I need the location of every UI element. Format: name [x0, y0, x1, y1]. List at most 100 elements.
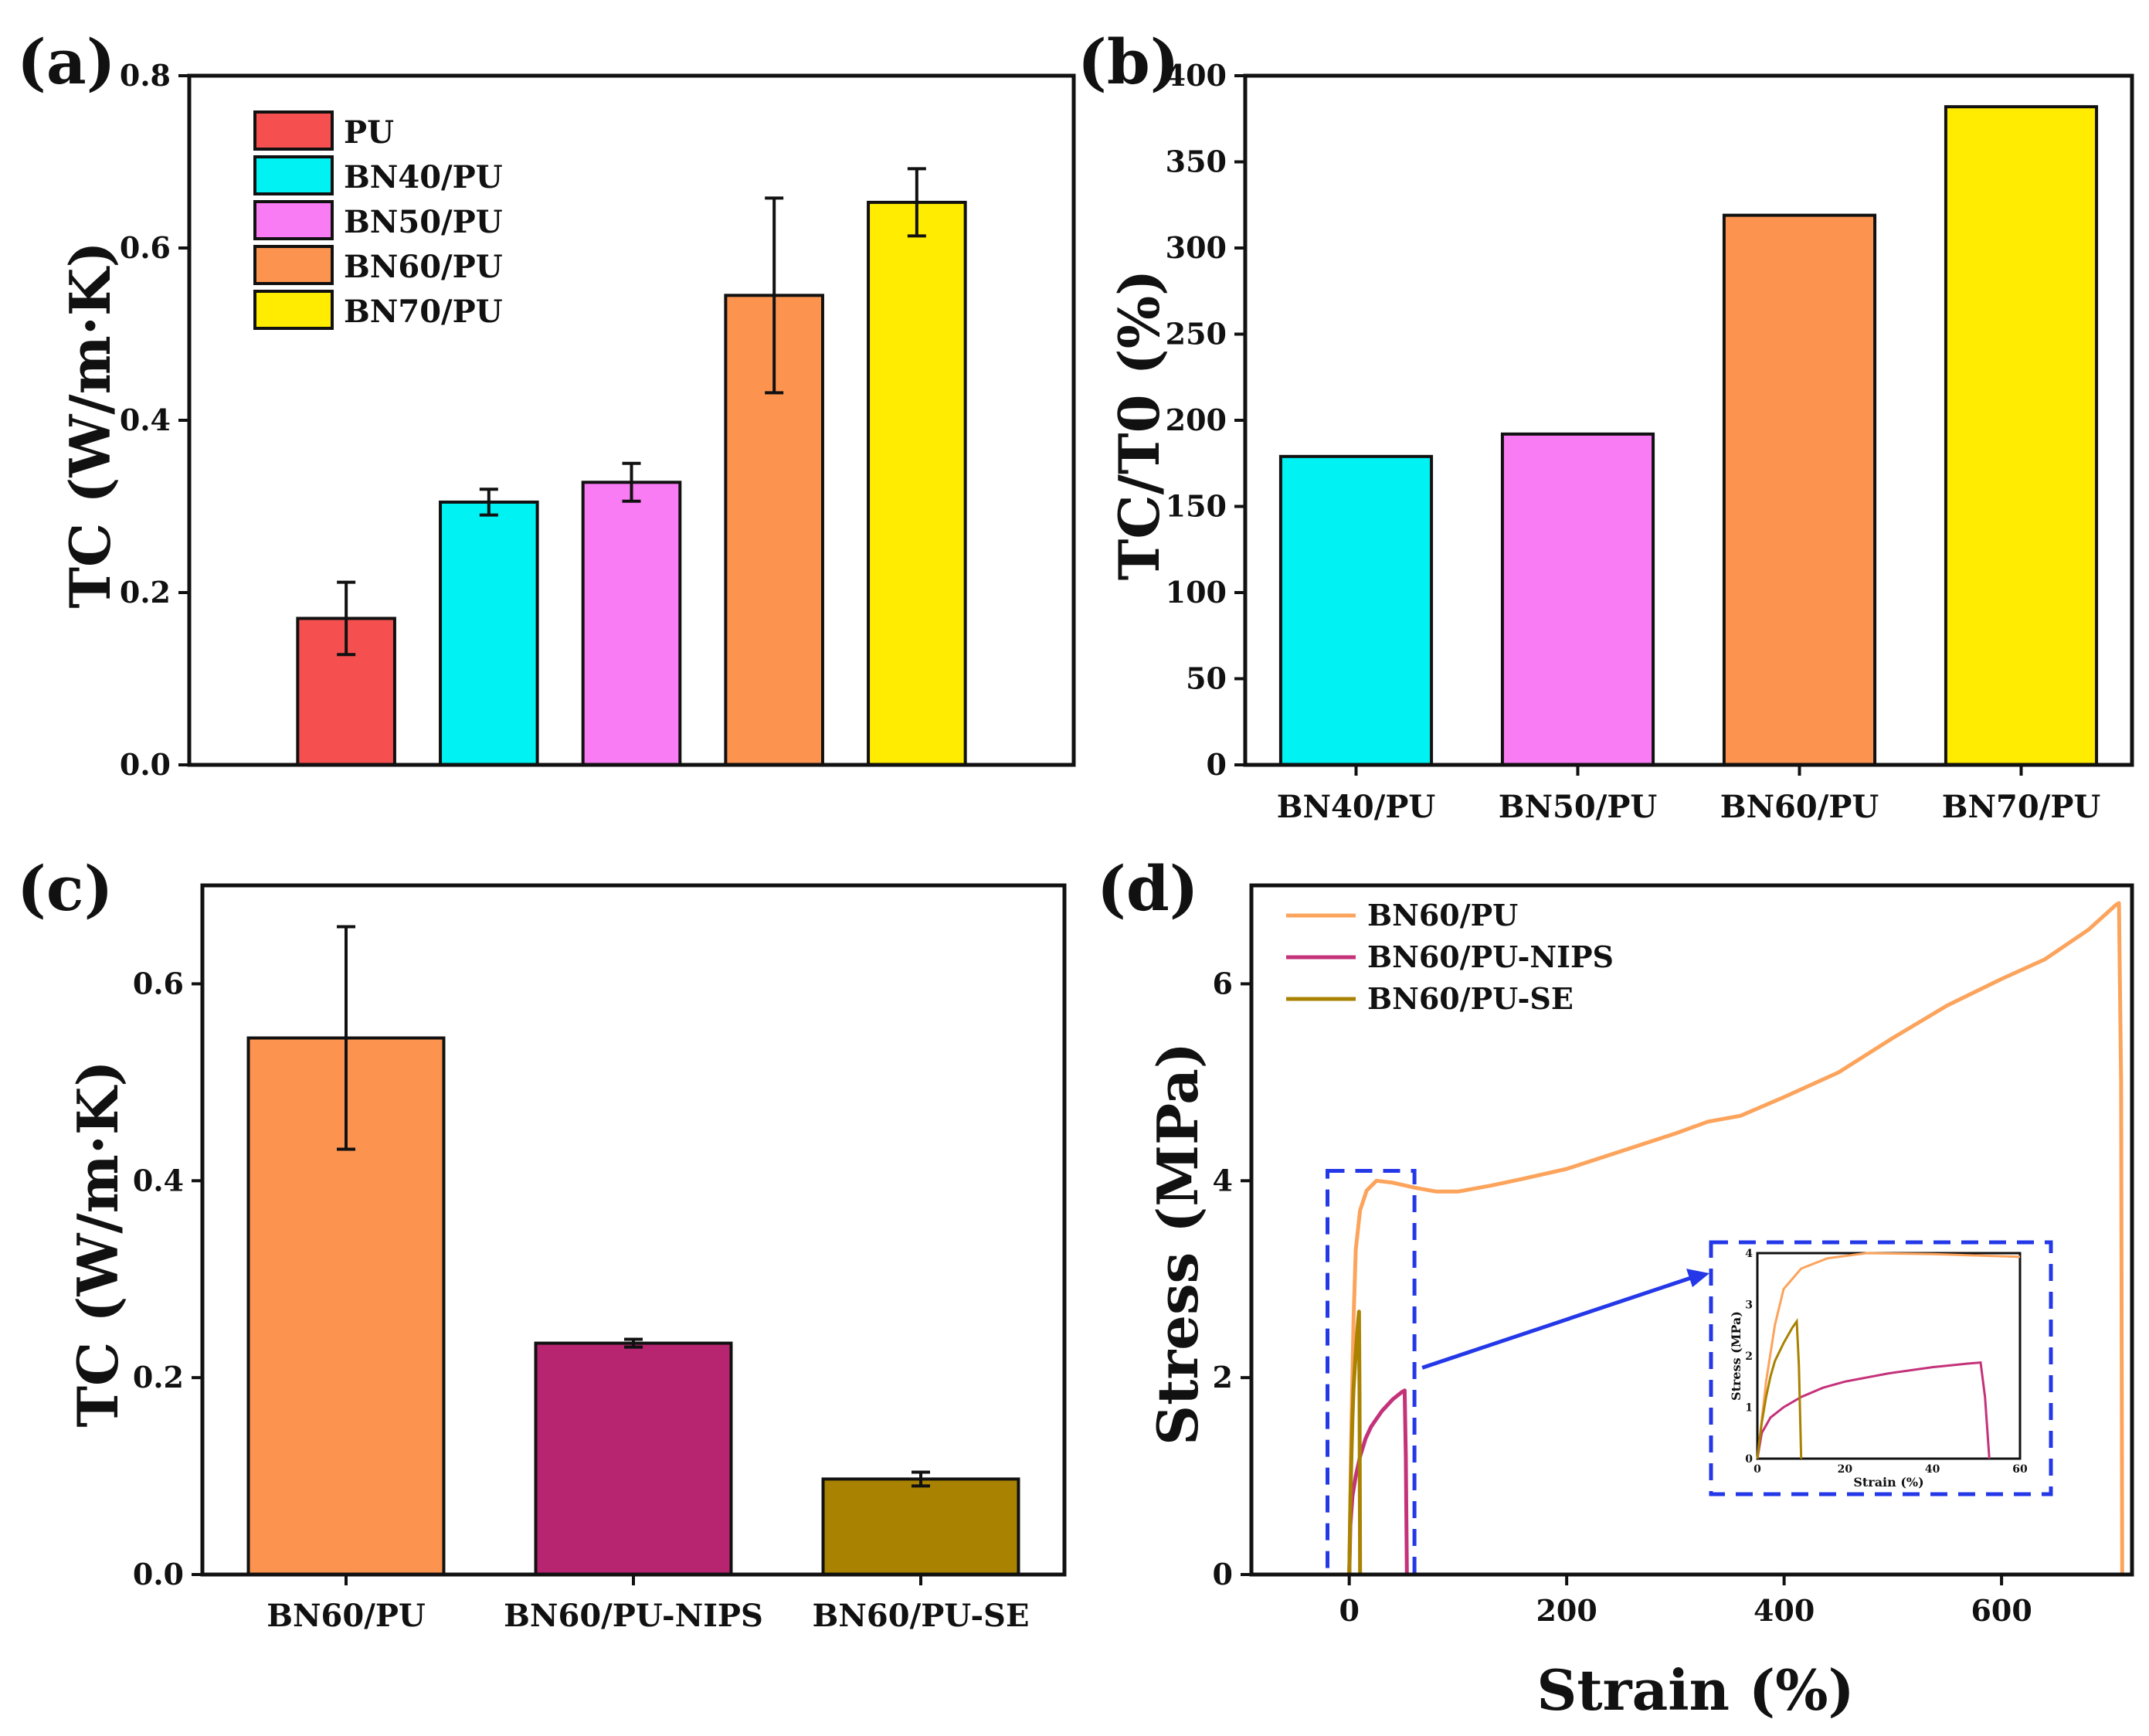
panel-d-inset-x-tick-label: 20: [1838, 1463, 1853, 1476]
panel-d-inset-y-tick-label: 0: [1745, 1453, 1753, 1466]
legend-item-bn60: BN60/PU: [253, 245, 503, 285]
legend-label-bn70: BN70/PU: [344, 294, 503, 330]
panel-b-x-tick-label-bn40-pu: BN40/PU: [1277, 789, 1436, 825]
panel-a-frame: [187, 73, 1076, 767]
panel-c-y-tick-label: 0.2: [133, 1360, 184, 1395]
panel-d-x-tick-label: 600: [1971, 1593, 2032, 1628]
panel-b-x-tick-label-bn50-pu: BN50/PU: [1499, 789, 1658, 825]
panel-c-bar-bn60-pu-nips: [534, 1341, 733, 1576]
panel-label-a: (a): [17, 25, 116, 98]
panel-a-plot-area: 0.0 0.2 0.4 0.6 0.8: [120, 58, 1076, 782]
panel-b-y-tick-label: 300: [1166, 230, 1227, 265]
panel-b-x-tick-label-bn60-pu: BN60/PU: [1720, 789, 1879, 825]
panel-b-bar-bn60-pu: [1722, 213, 1877, 766]
panel-label-b: (b): [1078, 25, 1180, 98]
panel-d-inset-series-bn60-pu-se: [1756, 1318, 1803, 1459]
legend-swatch-pu: [253, 110, 334, 151]
panel-d-zoom-arrow-head: [1686, 1269, 1709, 1288]
panel-d-series-bn60-pu-nips: [1347, 1388, 1409, 1575]
legend-item-bn70: BN70/PU: [253, 290, 503, 330]
panel-b-y-tick-label: 250: [1166, 317, 1227, 352]
panel-b-y-axis-label: TC/T0 (%): [1106, 270, 1172, 580]
panel-d-y-tick-label: 0: [1213, 1557, 1233, 1592]
panel-d-x-axis-label: Strain (%): [1536, 1657, 1854, 1723]
panel-a-y-tick-label: 0.0: [120, 747, 171, 782]
panel-a-bar-bn50-pu: [581, 481, 682, 767]
panel-d-x-tick-label: 200: [1536, 1593, 1597, 1628]
panel-b-y-tick-label: 400: [1166, 58, 1227, 93]
panel-d-series-bn60-pu-se: [1347, 1310, 1363, 1575]
panel-d-inset-y-tick-label: 2: [1745, 1350, 1753, 1363]
panel-d-inset-series-bn60-pu-nips: [1756, 1361, 1991, 1459]
legend-item-bn60-pu-nips: BN60/PU-NIPS: [1286, 939, 1614, 974]
legend-item-bn40: BN40/PU: [253, 155, 503, 195]
legend-item-bn50: BN50/PU: [253, 200, 503, 240]
panel-b-y-tick-label: 50: [1186, 661, 1227, 696]
legend-label-bn50: BN50/PU: [344, 204, 503, 240]
panel-a-y-tick-label: 0.6: [120, 230, 171, 265]
legend-item-pu: PU: [253, 110, 394, 151]
panel-d-inset-x-axis-label: Strain (%): [1853, 1475, 1923, 1490]
panel-d-y-tick-label: 6: [1213, 966, 1233, 1000]
panel-a-legend: PU BN40/PU BN50/PU BN60/PU BN70/PU: [253, 110, 503, 330]
panel-d-x-tick-label: 400: [1753, 1593, 1815, 1628]
panel-label-d: (d): [1097, 852, 1199, 925]
panel-b-bar-bn70-pu: [1944, 105, 2099, 766]
panel-d-inset-y-axis-label: Stress (MPa): [1729, 1311, 1743, 1401]
panel-c-bar-chart: 0.0 0.2 0.4 0.6 BN60/PU BN60/PU-NIPS BN60/PU-S…: [65, 883, 1067, 1634]
panel-a-y-tick-label: 0.2: [120, 575, 171, 610]
panel-a-bar-bn40-pu: [439, 500, 539, 766]
panel-c-y-tick-label: 0.0: [133, 1557, 184, 1592]
panel-d-y-tick-label: 2: [1213, 1360, 1233, 1395]
panel-d-inset-box: [1709, 1240, 2053, 1496]
panel-a-y-axis-label: TC (W/m·K): [57, 241, 123, 608]
panel-d-y-tick-label: 4: [1213, 1163, 1233, 1198]
panel-d-inset-x-tick-label: 40: [1925, 1463, 1940, 1476]
panel-d-inset-frame: [1756, 1252, 2022, 1460]
panel-c-y-tick-label: 0.4: [133, 1163, 184, 1198]
panel-c-x-tick-label-bn60-pu-nips: BN60/PU-NIPS: [504, 1598, 763, 1634]
panel-b-plot-area: 0 50 100 150 200 250 300 350 400 BN40/PU BN50/PU BN…: [1166, 58, 2134, 825]
panel-d-inset-series-bn60-pu: [1756, 1252, 2021, 1459]
panel-d-inset-y-tick-label: 4: [1745, 1248, 1753, 1260]
legend-swatch-bn70: [253, 290, 334, 330]
panel-b-y-tick-label: 200: [1166, 403, 1227, 437]
legend-item-bn60-pu-se: BN60/PU-SE: [1286, 981, 1574, 1016]
panel-d-y-axis-label: Stress (MPa): [1145, 1042, 1210, 1446]
panel-c-plot-area: 0.0 0.2 0.4 0.6 BN60/PU BN60/PU-NIPS BN60/PU-S…: [133, 883, 1067, 1634]
panel-d-legend: BN60/PU BN60/PU-NIPS BN60/PU-SE: [1286, 898, 1614, 1016]
panel-d-inset-y-tick-label: 1: [1745, 1402, 1753, 1415]
panel-c-y-tick-label: 0.6: [133, 966, 184, 1000]
panel-label-c: (c): [17, 852, 113, 925]
panel-b-y-tick-label: 0: [1207, 747, 1227, 782]
legend-swatch-bn60: [253, 245, 334, 285]
legend-label-bn60: BN60/PU: [344, 249, 503, 285]
panel-d-frame: [1249, 883, 2134, 1577]
panel-b-frame: [1243, 73, 2134, 767]
panel-a-bar-bn70-pu: [867, 200, 967, 766]
legend-swatch-bn50: [253, 200, 334, 240]
panel-a-y-tick-label: 0.8: [120, 58, 171, 93]
panel-c-x-tick-label-bn60-pu-se: BN60/PU-SE: [813, 1598, 1030, 1634]
panel-b-bar-bn50-pu: [1500, 432, 1655, 767]
panel-c-y-axis-label: TC (W/m·K): [65, 1060, 131, 1427]
panel-a-y-tick-label: 0.4: [120, 403, 171, 437]
panel-d-inset-x-tick-label: 0: [1753, 1463, 1761, 1476]
panel-c-bar-bn60-pu-se: [821, 1477, 1020, 1576]
panel-d-x-tick-label: 0: [1339, 1593, 1359, 1628]
legend-label-bn60-pu: BN60/PU: [1367, 898, 1518, 933]
panel-b-y-tick-label: 150: [1166, 489, 1227, 524]
panel-b-x-tick-label-bn70-pu: BN70/PU: [1942, 789, 2101, 825]
panel-b-bar-chart: 0 50 100 150 200 250 300 350 400 BN40/PU BN50/PU BN…: [1106, 58, 2134, 825]
panel-d-zoom-arrow: [1421, 1272, 1703, 1370]
panel-b-y-tick-label: 100: [1166, 575, 1227, 610]
legend-label-pu: PU: [344, 114, 394, 151]
panel-c-frame: [200, 883, 1067, 1577]
panel-c-x-tick-label-bn60-pu: BN60/PU: [267, 1598, 426, 1634]
panel-b-y-tick-label: 350: [1166, 144, 1227, 179]
legend-label-bn60-pu-nips: BN60/PU-NIPS: [1367, 939, 1614, 974]
legend-swatch-bn40: [253, 155, 334, 195]
